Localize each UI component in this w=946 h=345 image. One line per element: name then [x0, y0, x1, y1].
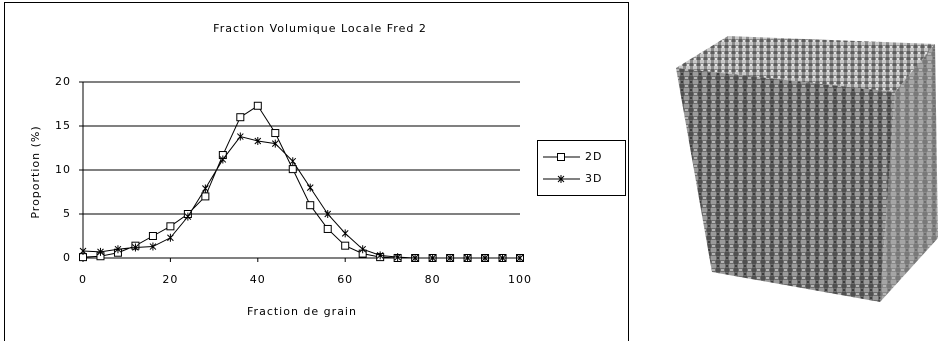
- marker-square: [166, 222, 175, 231]
- marker-star: [271, 139, 279, 148]
- marker-star: [254, 136, 262, 145]
- marker-star: [464, 254, 471, 262]
- legend-label: 2D: [585, 150, 602, 163]
- marker-square: [148, 232, 157, 240]
- marker-square: [236, 113, 245, 122]
- marker-star: [359, 245, 367, 254]
- marker-square: [201, 192, 210, 201]
- marker-star: [481, 254, 489, 262]
- image-3d-cube: [676, 36, 938, 302]
- x-axis-label: Fraction de grain: [247, 305, 357, 318]
- x-tick-label: 20: [162, 273, 178, 286]
- marker-star: [167, 233, 174, 242]
- y-tick-label: 10: [55, 163, 71, 176]
- legend-box: [537, 140, 626, 196]
- marker-star: [324, 210, 332, 218]
- marker-square: [306, 201, 315, 210]
- marker-star: [341, 229, 349, 238]
- y-tick-label: 20: [55, 75, 71, 88]
- marker-star: [132, 243, 139, 252]
- marker-star: [202, 184, 209, 193]
- chart-frame: [4, 2, 629, 345]
- x-tick-label: 100: [508, 273, 532, 286]
- legend-label: 3D: [585, 172, 602, 185]
- y-tick-label: 0: [63, 251, 71, 264]
- marker-square: [271, 129, 280, 138]
- y-axis-label: Proportion (%): [29, 125, 42, 218]
- marker-star: [219, 155, 227, 164]
- y-tick-label: 5: [63, 207, 71, 220]
- x-tick-label: 40: [250, 273, 266, 286]
- marker-square: [253, 101, 262, 110]
- x-tick-label: 0: [79, 273, 87, 286]
- chart-title: Fraction Volumique Locale Fred 2: [213, 22, 427, 35]
- marker-star: [446, 254, 454, 262]
- marker-star: [516, 254, 524, 262]
- y-tick-label: 15: [55, 119, 71, 132]
- marker-square: [341, 241, 350, 250]
- marker-star: [97, 247, 104, 256]
- x-tick-label: 80: [425, 273, 441, 286]
- series-line: [82, 135, 520, 259]
- marker-star: [184, 212, 192, 221]
- marker-square: [557, 153, 565, 161]
- marker-star: [376, 251, 384, 260]
- x-tick-label: 60: [337, 273, 353, 286]
- marker-star: [79, 246, 87, 255]
- plot: 0 5 10 15 20 0 20 40 60 80 100: [55, 75, 532, 286]
- marker-star: [289, 157, 297, 166]
- marker-star: [114, 245, 122, 254]
- marker-star: [499, 254, 506, 262]
- marker-square: [323, 224, 332, 233]
- marker-star: [429, 254, 436, 262]
- marker-star: [149, 242, 157, 251]
- marker-star: [411, 254, 419, 262]
- marker-star: [306, 183, 314, 192]
- marker-star: [394, 253, 401, 262]
- marker-square: [288, 165, 297, 174]
- marker-star: [236, 132, 244, 141]
- legend: 2D 3D: [537, 140, 626, 196]
- marker-star: [557, 175, 565, 183]
